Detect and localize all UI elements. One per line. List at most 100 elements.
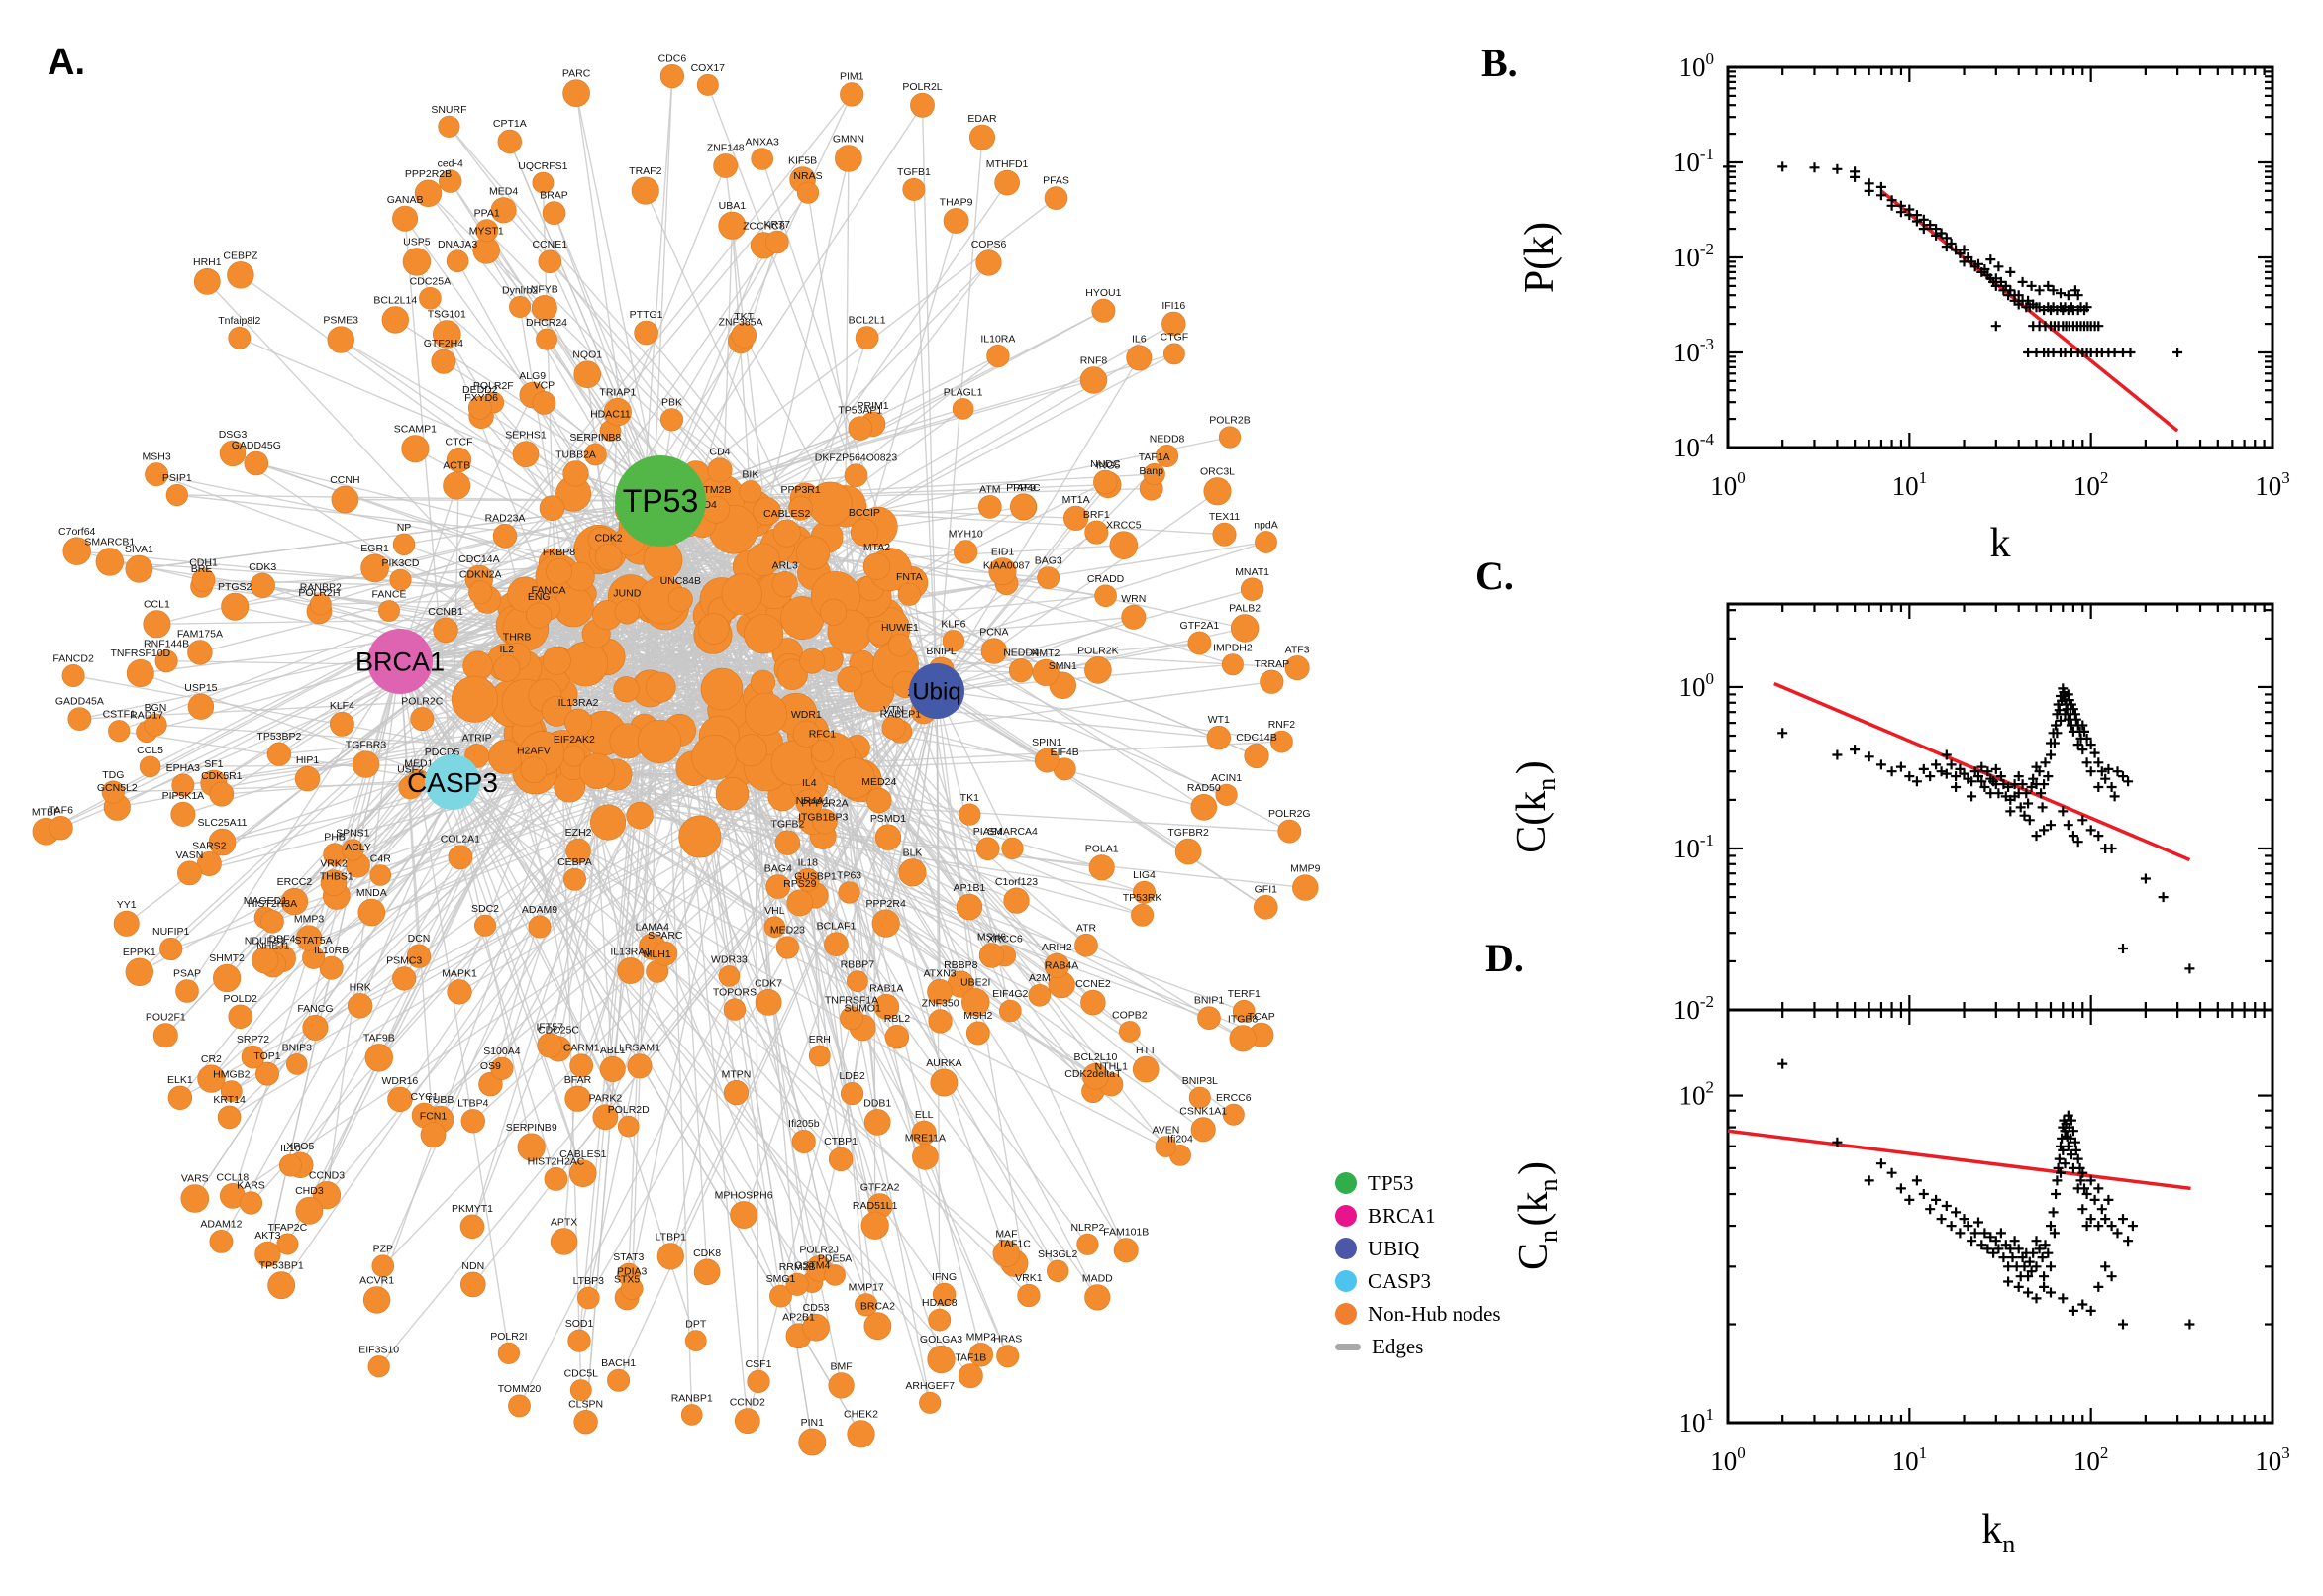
network-node-label: MT1A xyxy=(1062,494,1090,506)
network-node-label: Ifi205b xyxy=(788,1118,820,1130)
network-edge xyxy=(849,678,976,1003)
network-node-label: TP53BP2 xyxy=(256,731,301,743)
network-node-label: KARS xyxy=(237,1180,265,1192)
network-node xyxy=(387,1086,413,1113)
network-node xyxy=(348,993,373,1019)
network-node-label: EZH2 xyxy=(565,827,592,839)
network-node-label: POLR2J xyxy=(799,1244,839,1255)
network-node xyxy=(420,1122,447,1148)
network-node-label: PPP2R2A xyxy=(801,797,848,809)
network-node xyxy=(220,1080,243,1103)
network-node xyxy=(996,1345,1020,1368)
network-node-label: NTHL1 xyxy=(1095,1061,1128,1073)
network-node-label: RRM2B xyxy=(779,1261,816,1273)
network-node-label: MTBP xyxy=(32,806,60,818)
network-node xyxy=(564,1085,591,1112)
network-edge xyxy=(832,753,946,1295)
hub-label-casp3: CASP3 xyxy=(407,767,498,798)
network-node-label: ACTB xyxy=(443,460,470,472)
network-node-label: ZNF148 xyxy=(707,142,745,153)
network-node-label: HRAS xyxy=(993,1334,1022,1346)
network-node xyxy=(715,776,750,811)
network-node-label: TRIAP1 xyxy=(599,386,636,398)
network-node xyxy=(730,1201,758,1229)
network-node-label: FAM175A xyxy=(177,629,223,641)
network-edge xyxy=(399,660,435,1136)
network-node xyxy=(562,745,585,767)
network-node-label: EIF3S10 xyxy=(358,1344,399,1355)
network-node-label: CTBP1 xyxy=(824,1136,858,1147)
network-node-label: EIF2AK2 xyxy=(554,734,595,746)
network-node-label: CDC25A xyxy=(410,275,451,287)
network-node-label: DEDD2 xyxy=(462,384,498,396)
network-node xyxy=(795,788,824,817)
network-node-label: ELK1 xyxy=(167,1074,193,1086)
network-node xyxy=(932,1282,957,1307)
network-node xyxy=(796,181,820,204)
network-node xyxy=(678,815,722,858)
network-node xyxy=(439,169,462,193)
network-node xyxy=(467,395,492,420)
network-node xyxy=(820,598,848,626)
network-node xyxy=(320,869,348,897)
network-node-label: ACVR1 xyxy=(359,1275,394,1287)
network-node-label: POLR2D xyxy=(608,1104,650,1116)
network-node xyxy=(459,1214,485,1240)
network-node-label: NLRP2 xyxy=(1070,1222,1104,1234)
tick-label: 102 xyxy=(2073,1444,2109,1476)
network-node-label: BACH1 xyxy=(601,1357,636,1369)
network-node-label: CDC25C xyxy=(538,1025,579,1037)
network-node xyxy=(126,658,154,687)
network-node-label: FCN1 xyxy=(420,1111,448,1123)
network-node-label: NR4A1 xyxy=(796,795,830,807)
network-node-label: S100A4 xyxy=(483,1046,521,1057)
network-node-label: STAT5A xyxy=(295,935,333,947)
plot-panel-c: 100 10-1 10-2 C(kn ) xyxy=(1509,602,2274,1025)
network-node xyxy=(1187,631,1212,655)
network-node-label: CABLES1 xyxy=(559,1148,606,1160)
network-node-label: MMP2 xyxy=(966,1331,996,1343)
network-node xyxy=(1126,345,1153,371)
network-node-label: LTBP4 xyxy=(457,1097,488,1109)
network-node xyxy=(209,1230,234,1253)
hub-label-brca1: BRCA1 xyxy=(355,647,445,676)
network-node-label: TP53BP1 xyxy=(259,1260,304,1272)
network-node-label: PCNA xyxy=(979,627,1008,639)
network-node xyxy=(1203,477,1232,506)
network-node-label: HDAC11 xyxy=(590,409,631,421)
legend-node-swatch xyxy=(1335,1205,1357,1227)
network-node xyxy=(143,610,171,639)
network-node-label: CDC14A xyxy=(458,553,499,565)
network-node-label: RBBP7 xyxy=(841,959,875,971)
network-node-label: ING5 xyxy=(1096,460,1121,472)
network-node-label: TGFB2 xyxy=(770,819,804,831)
network-node-label: ACLY xyxy=(345,842,371,853)
network-node xyxy=(930,1068,959,1097)
network-node xyxy=(912,1144,939,1170)
network-node-label: TERF1 xyxy=(1228,988,1261,1000)
network-node-label: COX17 xyxy=(691,62,726,74)
network-node-label: SOD1 xyxy=(565,1318,594,1330)
network-node-label: WDR1 xyxy=(791,709,822,721)
network-node xyxy=(352,750,380,778)
network-node-label: VCP xyxy=(534,379,556,391)
network-node-label: NUDC xyxy=(1090,458,1121,470)
network-node-label: TAF9 xyxy=(1011,482,1036,494)
tick-label: 101 xyxy=(1892,1444,1928,1476)
network-node-label: GTF2A2 xyxy=(860,1182,900,1194)
network-node xyxy=(928,1308,952,1332)
network-node xyxy=(975,837,1000,861)
network-node xyxy=(227,261,254,289)
network-node xyxy=(526,602,553,629)
network-node-label: TCAP xyxy=(1248,1011,1275,1023)
network-node xyxy=(357,898,386,927)
network-node xyxy=(643,541,683,581)
network-node-label: MAPK1 xyxy=(442,968,477,980)
network-node xyxy=(775,936,800,959)
network-node xyxy=(1222,1103,1245,1126)
network-node xyxy=(389,568,412,591)
network-node-label: TRAF2 xyxy=(629,165,661,177)
network-node xyxy=(871,909,900,938)
network-node-label: MED23 xyxy=(770,925,805,937)
network-node-label: HRK xyxy=(350,981,371,993)
